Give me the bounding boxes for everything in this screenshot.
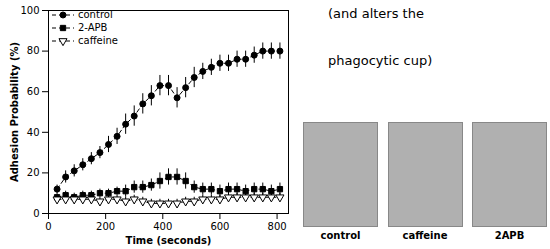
- svg-text:Adhesion Probability (%): Adhesion Probability (%): [9, 42, 20, 182]
- html-text:control: control: [320, 230, 361, 241]
- svg-text:400: 400: [153, 221, 172, 232]
- svg-text:80: 80: [27, 45, 40, 56]
- html-text:2-APB: 2-APB: [78, 22, 108, 33]
- svg-text:60: 60: [27, 86, 40, 97]
- svg-text:0: 0: [33, 208, 39, 219]
- html-text:caffeine: caffeine: [78, 35, 118, 46]
- svg-text:600: 600: [210, 221, 229, 232]
- svg-text:Time (seconds): Time (seconds): [126, 235, 212, 246]
- svg-text:800: 800: [268, 221, 287, 232]
- html-text:(and alters the: (and alters the: [328, 6, 424, 21]
- svg-text:100: 100: [20, 5, 39, 16]
- svg-text:0: 0: [45, 221, 51, 232]
- svg-text:40: 40: [27, 127, 40, 138]
- html-text:2APB: 2APB: [494, 230, 525, 241]
- svg-text:200: 200: [96, 221, 115, 232]
- html-text:control: control: [78, 9, 113, 20]
- html-text:caffeine: caffeine: [402, 230, 448, 241]
- html-text:phagocytic cup): phagocytic cup): [328, 53, 433, 68]
- svg-text:20: 20: [27, 167, 40, 178]
